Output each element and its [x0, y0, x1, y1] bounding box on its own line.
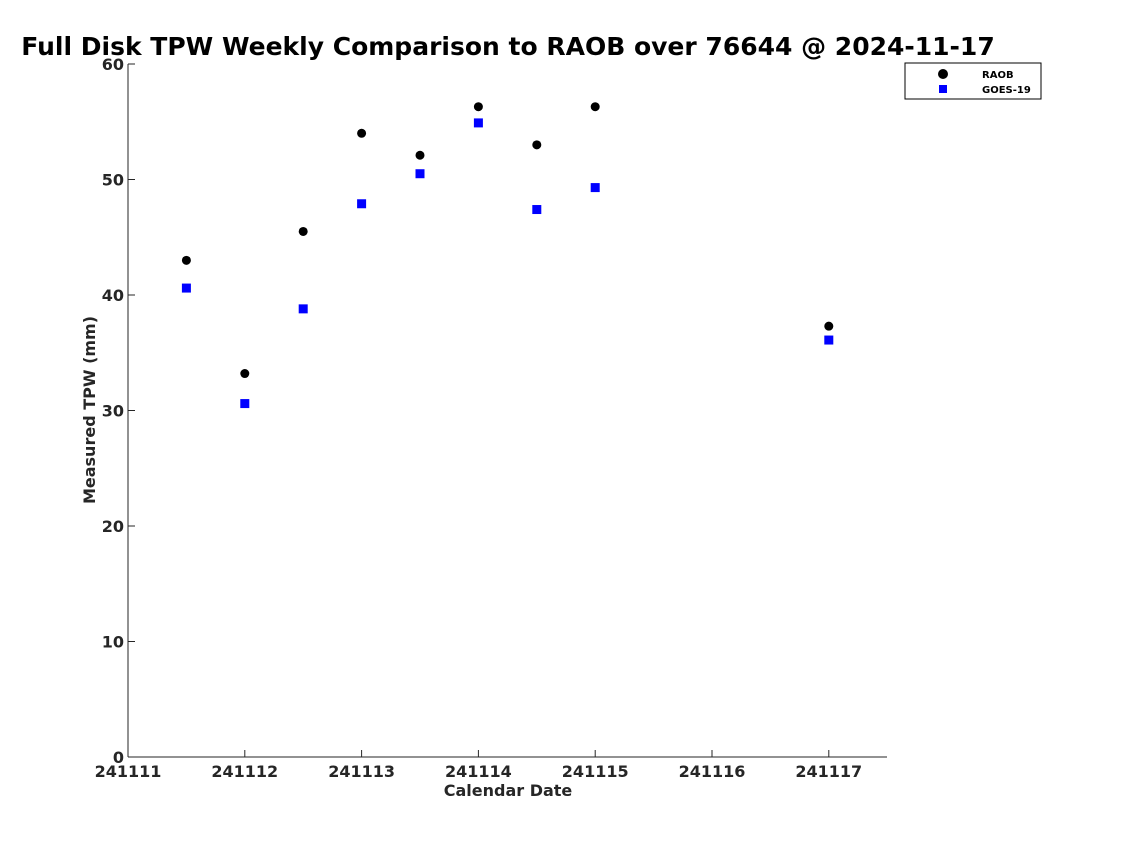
goes-19-point [415, 169, 425, 179]
goes-19-point [298, 304, 308, 314]
y-tick-label: 10 [102, 633, 124, 652]
raob-point [357, 128, 367, 138]
goes-19-point [181, 283, 191, 293]
legend-raob-marker [938, 69, 948, 79]
y-tick-label: 60 [102, 55, 124, 74]
goes-19-point [824, 335, 834, 345]
goes-19-point [473, 118, 483, 128]
y-axis-label: Measured TPW (mm) [80, 316, 99, 504]
y-tick-label: 0 [113, 748, 124, 767]
goes-19-point [357, 199, 367, 209]
goes-19-point [532, 205, 542, 215]
series-raob [181, 102, 834, 379]
y-tick-label: 20 [102, 517, 124, 536]
x-tick-label: 241113 [328, 762, 395, 781]
chart-title: Full Disk TPW Weekly Comparison to RAOB … [21, 32, 994, 61]
x-tick-label: 241114 [445, 762, 512, 781]
x-axis-label: Calendar Date [444, 781, 573, 800]
y-ticks: 0 10 20 30 40 50 60 [102, 55, 135, 767]
x-tick-label: 241115 [562, 762, 629, 781]
x-tick-label: 241112 [211, 762, 278, 781]
y-tick-label: 40 [102, 286, 124, 305]
y-tick-label: 50 [102, 171, 124, 190]
series-goes-19 [181, 118, 834, 409]
legend-raob-label: RAOB [982, 70, 1014, 81]
legend-box [904, 62, 1042, 100]
raob-point [181, 255, 191, 265]
x-tick-label: 241117 [795, 762, 862, 781]
y-tick-label: 30 [102, 402, 124, 421]
legend-goes-marker [939, 85, 947, 93]
x-tick-label: 241111 [95, 762, 162, 781]
raob-point [532, 140, 542, 150]
legend-goes-label: GOES-19 [982, 85, 1031, 96]
legend: RAOB GOES-19 [904, 62, 1042, 100]
goes-19-point [240, 399, 250, 409]
goes-19-point [590, 183, 600, 193]
raob-point [590, 102, 600, 112]
x-ticks: 241111 241112 241113 241114 241115 241116 2411… [95, 750, 862, 781]
x-tick-label: 241116 [679, 762, 746, 781]
raob-point [824, 321, 834, 331]
raob-point [240, 369, 250, 379]
series-layer [181, 102, 834, 409]
raob-point [298, 226, 308, 236]
raob-point [473, 102, 483, 112]
raob-point [415, 150, 425, 160]
